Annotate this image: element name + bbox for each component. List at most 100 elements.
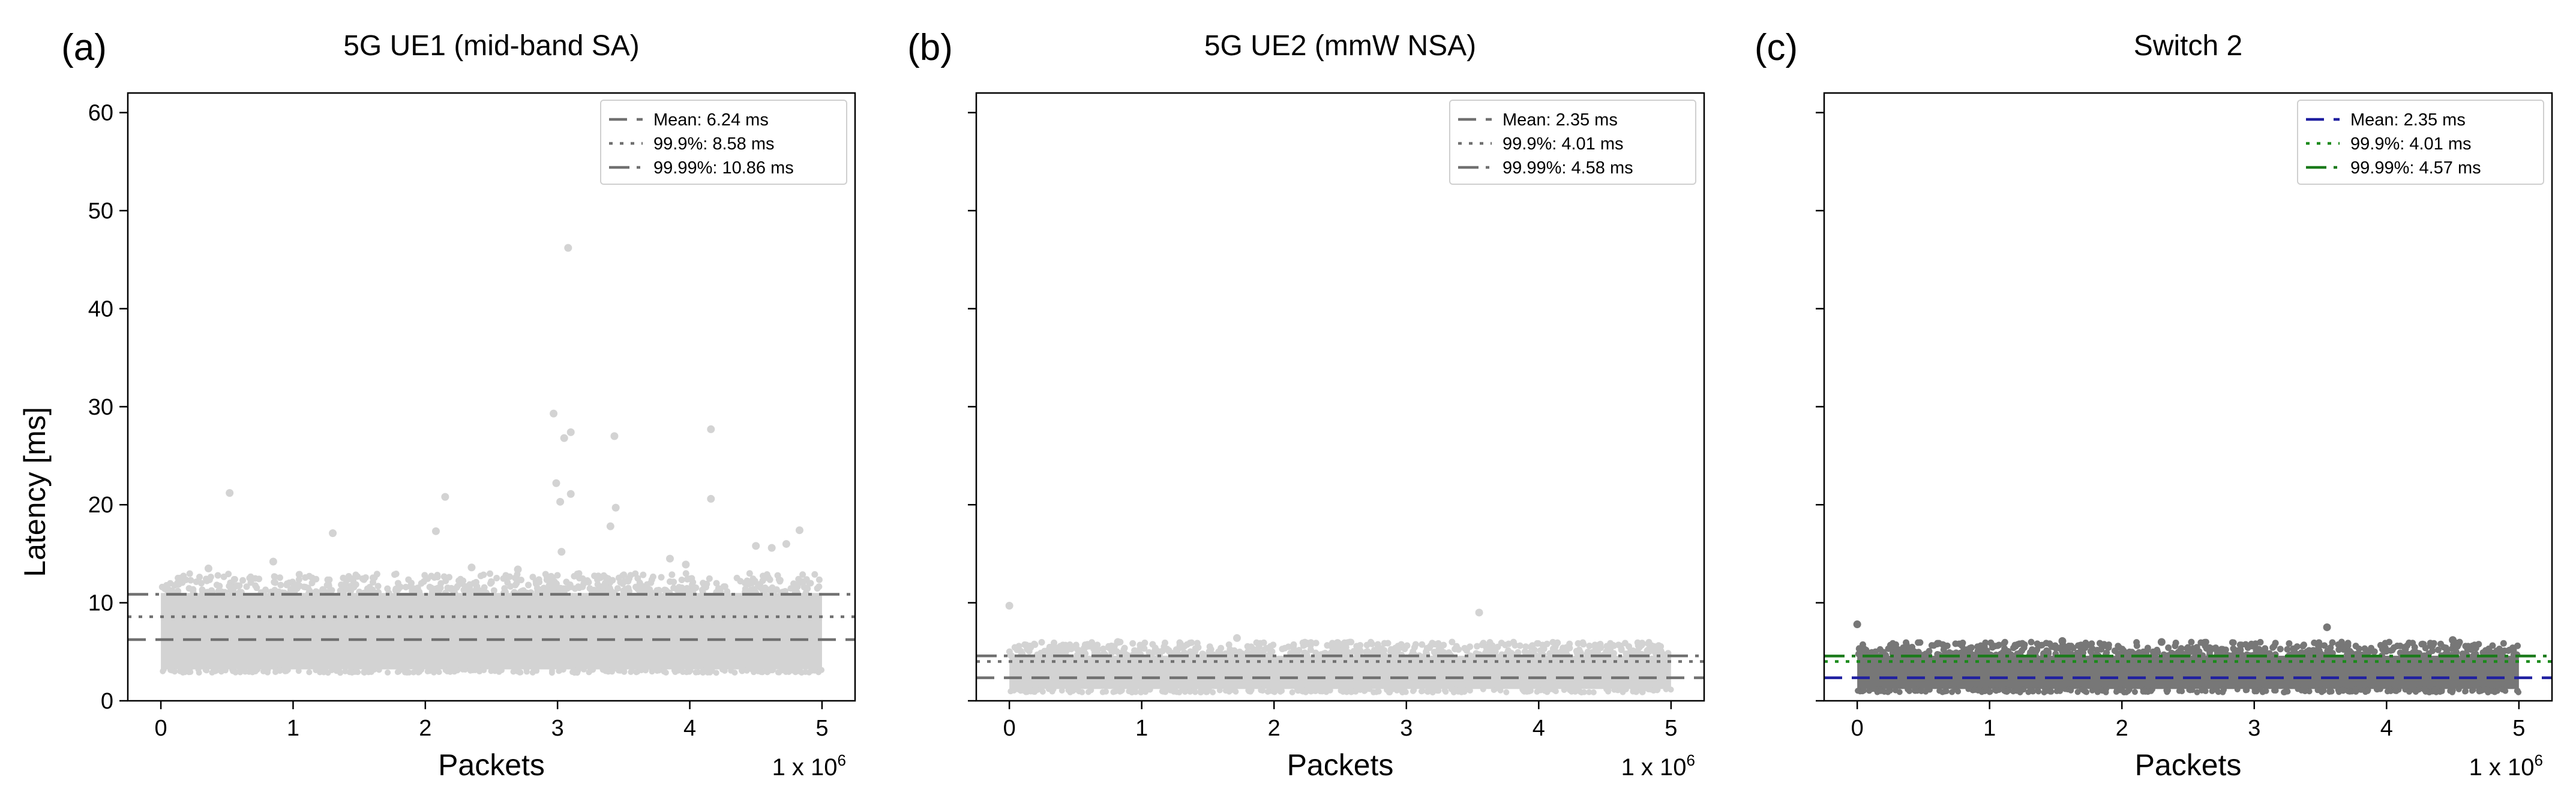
- data-point: [2098, 646, 2105, 653]
- data-point: [247, 579, 254, 586]
- data-point: [2344, 651, 2351, 658]
- data-point: [263, 668, 270, 675]
- data-point: [1505, 640, 1512, 647]
- y-tick-label: 30: [88, 395, 113, 420]
- data-point: [1928, 642, 1935, 649]
- outlier-point: [782, 540, 790, 548]
- data-point: [2053, 688, 2060, 694]
- legend: Mean: 2.35 ms 99.9%: 4.01 ms 99.99%: 4.58 …: [1449, 100, 1696, 185]
- data-point: [1429, 640, 1436, 647]
- legend-entry: Mean: 2.35 ms: [1503, 110, 1618, 130]
- data-point: [2025, 689, 2032, 695]
- data-point: [2029, 688, 2036, 695]
- data-point: [2131, 689, 2138, 695]
- x-axis-label: Packets: [438, 748, 545, 782]
- data-point: [1244, 649, 1251, 656]
- data-point: [196, 670, 202, 676]
- data-point: [2133, 639, 2140, 646]
- data-point: [1566, 640, 1573, 647]
- data-point: [644, 581, 651, 588]
- axes-frame: [127, 92, 856, 702]
- data-point: [1959, 642, 1966, 649]
- data-point: [1296, 647, 1303, 654]
- data-point: [715, 585, 722, 592]
- data-point: [1303, 689, 1309, 695]
- outlier-point: [707, 494, 715, 503]
- data-point: [457, 580, 464, 587]
- data-point: [272, 669, 279, 676]
- data-point: [1996, 687, 2002, 694]
- data-point: [1268, 648, 1276, 655]
- data-point: [567, 583, 574, 590]
- data-point: [2176, 688, 2182, 694]
- data-point: [2329, 639, 2336, 646]
- data-point: [1312, 688, 1319, 695]
- data-point: [1605, 688, 1612, 695]
- data-point: [431, 669, 437, 676]
- data-point: [2236, 641, 2244, 649]
- data-point: [1052, 644, 1060, 652]
- outlier-point: [514, 565, 522, 574]
- data-point: [2186, 686, 2193, 693]
- data-point: [554, 572, 561, 579]
- data-point: [2470, 652, 2477, 659]
- data-point: [2172, 640, 2179, 647]
- data-point: [600, 573, 607, 580]
- data-point: [627, 572, 634, 579]
- data-point: [1983, 647, 1990, 654]
- data-point: [1371, 689, 1377, 695]
- data-point: [337, 668, 343, 675]
- data-point: [1341, 650, 1348, 658]
- data-point: [304, 584, 311, 592]
- data-point: [1232, 688, 1239, 695]
- data-point: [181, 668, 188, 674]
- data-point: [636, 579, 643, 586]
- data-point: [768, 586, 775, 593]
- data-point: [2321, 642, 2328, 649]
- data-point: [533, 668, 540, 674]
- data-point: [1933, 640, 1941, 647]
- data-point: [682, 570, 689, 577]
- data-point: [615, 574, 622, 581]
- data-point: [187, 577, 194, 584]
- outlier-point: [564, 244, 572, 252]
- outlier-point: [2323, 623, 2331, 631]
- data-point: [704, 669, 711, 676]
- data-point: [811, 571, 818, 578]
- data-point: [1885, 688, 1892, 694]
- data-point: [2082, 644, 2089, 652]
- data-point: [767, 667, 773, 674]
- data-point: [1952, 640, 1959, 647]
- data-point: [1348, 638, 1355, 646]
- data-point: [1922, 652, 1929, 659]
- data-point: [1066, 686, 1072, 693]
- x-tick-label: 3: [2248, 716, 2260, 741]
- data-point: [668, 571, 676, 578]
- data-point: [384, 585, 391, 592]
- x-tick-label: 1: [1135, 716, 1148, 741]
- legend-box: [1449, 100, 1696, 185]
- y-tick-label: 20: [88, 493, 113, 518]
- data-point: [662, 587, 669, 594]
- data-point: [416, 588, 423, 595]
- data-point: [296, 571, 303, 578]
- data-point: [308, 574, 316, 581]
- data-point: [1088, 687, 1094, 694]
- data-point: [1080, 647, 1087, 655]
- data-point: [2037, 642, 2044, 649]
- data-point: [462, 667, 469, 673]
- data-point: [2197, 639, 2205, 646]
- data-point: [1270, 688, 1276, 695]
- data-point: [1423, 644, 1431, 652]
- data-point: [1381, 647, 1388, 654]
- data-point: [276, 574, 283, 581]
- data-point: [1308, 688, 1314, 695]
- data-point: [175, 581, 182, 588]
- data-point: [1491, 686, 1497, 693]
- data-point: [1645, 638, 1653, 646]
- data-point: [271, 578, 278, 586]
- data-point: [405, 576, 412, 583]
- data-point: [1944, 642, 1951, 649]
- data-point: [2262, 646, 2269, 653]
- data-point: [658, 574, 665, 581]
